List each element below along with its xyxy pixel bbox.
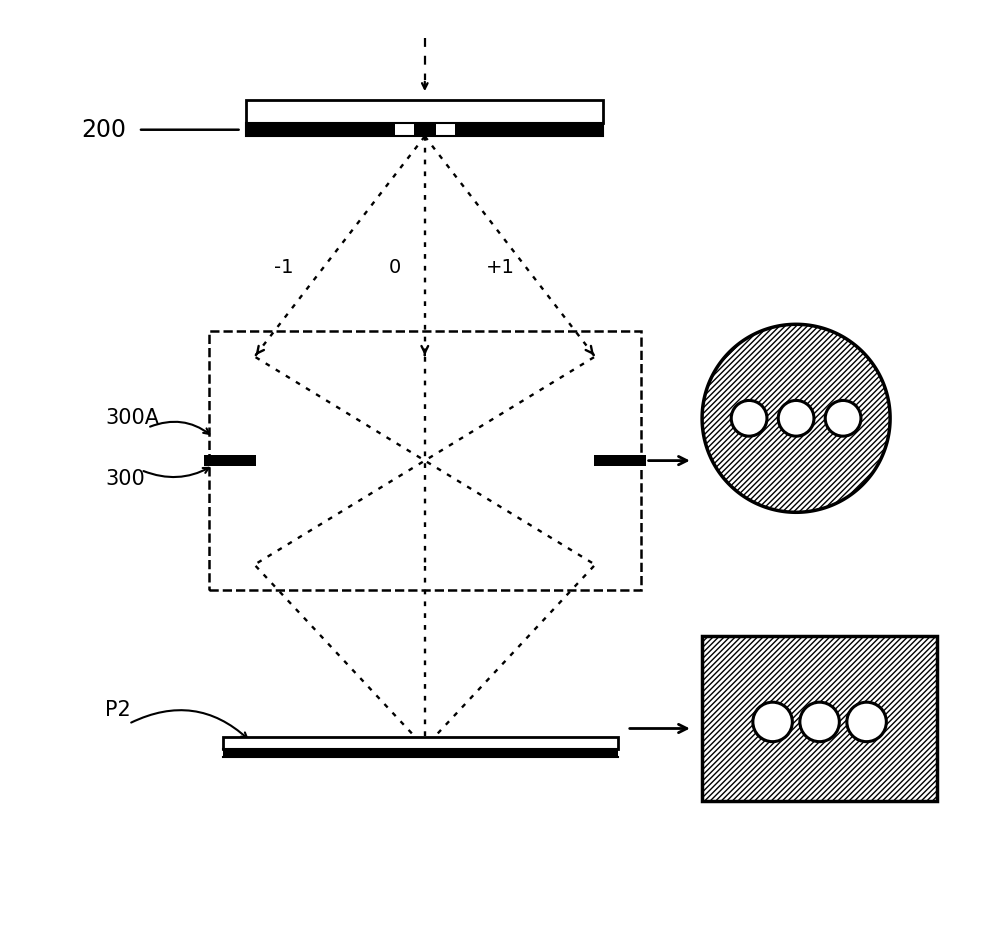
- Bar: [702, 636, 937, 801]
- Circle shape: [847, 702, 886, 742]
- Circle shape: [825, 400, 861, 436]
- Text: 0: 0: [389, 258, 401, 277]
- Bar: [436, 123, 455, 136]
- Text: -1: -1: [274, 258, 294, 277]
- Bar: [246, 123, 603, 136]
- Polygon shape: [702, 324, 890, 512]
- Bar: [223, 749, 618, 757]
- Text: +1: +1: [486, 258, 514, 277]
- Bar: [209, 331, 641, 590]
- Bar: [594, 455, 646, 466]
- Circle shape: [731, 400, 767, 436]
- Circle shape: [778, 400, 814, 436]
- Text: 300: 300: [105, 469, 145, 490]
- Bar: [223, 737, 618, 749]
- Bar: [204, 455, 256, 466]
- Bar: [395, 123, 414, 136]
- Bar: [246, 123, 603, 136]
- Text: 300A: 300A: [105, 408, 159, 429]
- Text: 200: 200: [81, 118, 126, 142]
- Circle shape: [800, 702, 839, 742]
- Circle shape: [753, 702, 792, 742]
- Text: P2: P2: [105, 699, 131, 720]
- Bar: [246, 100, 603, 123]
